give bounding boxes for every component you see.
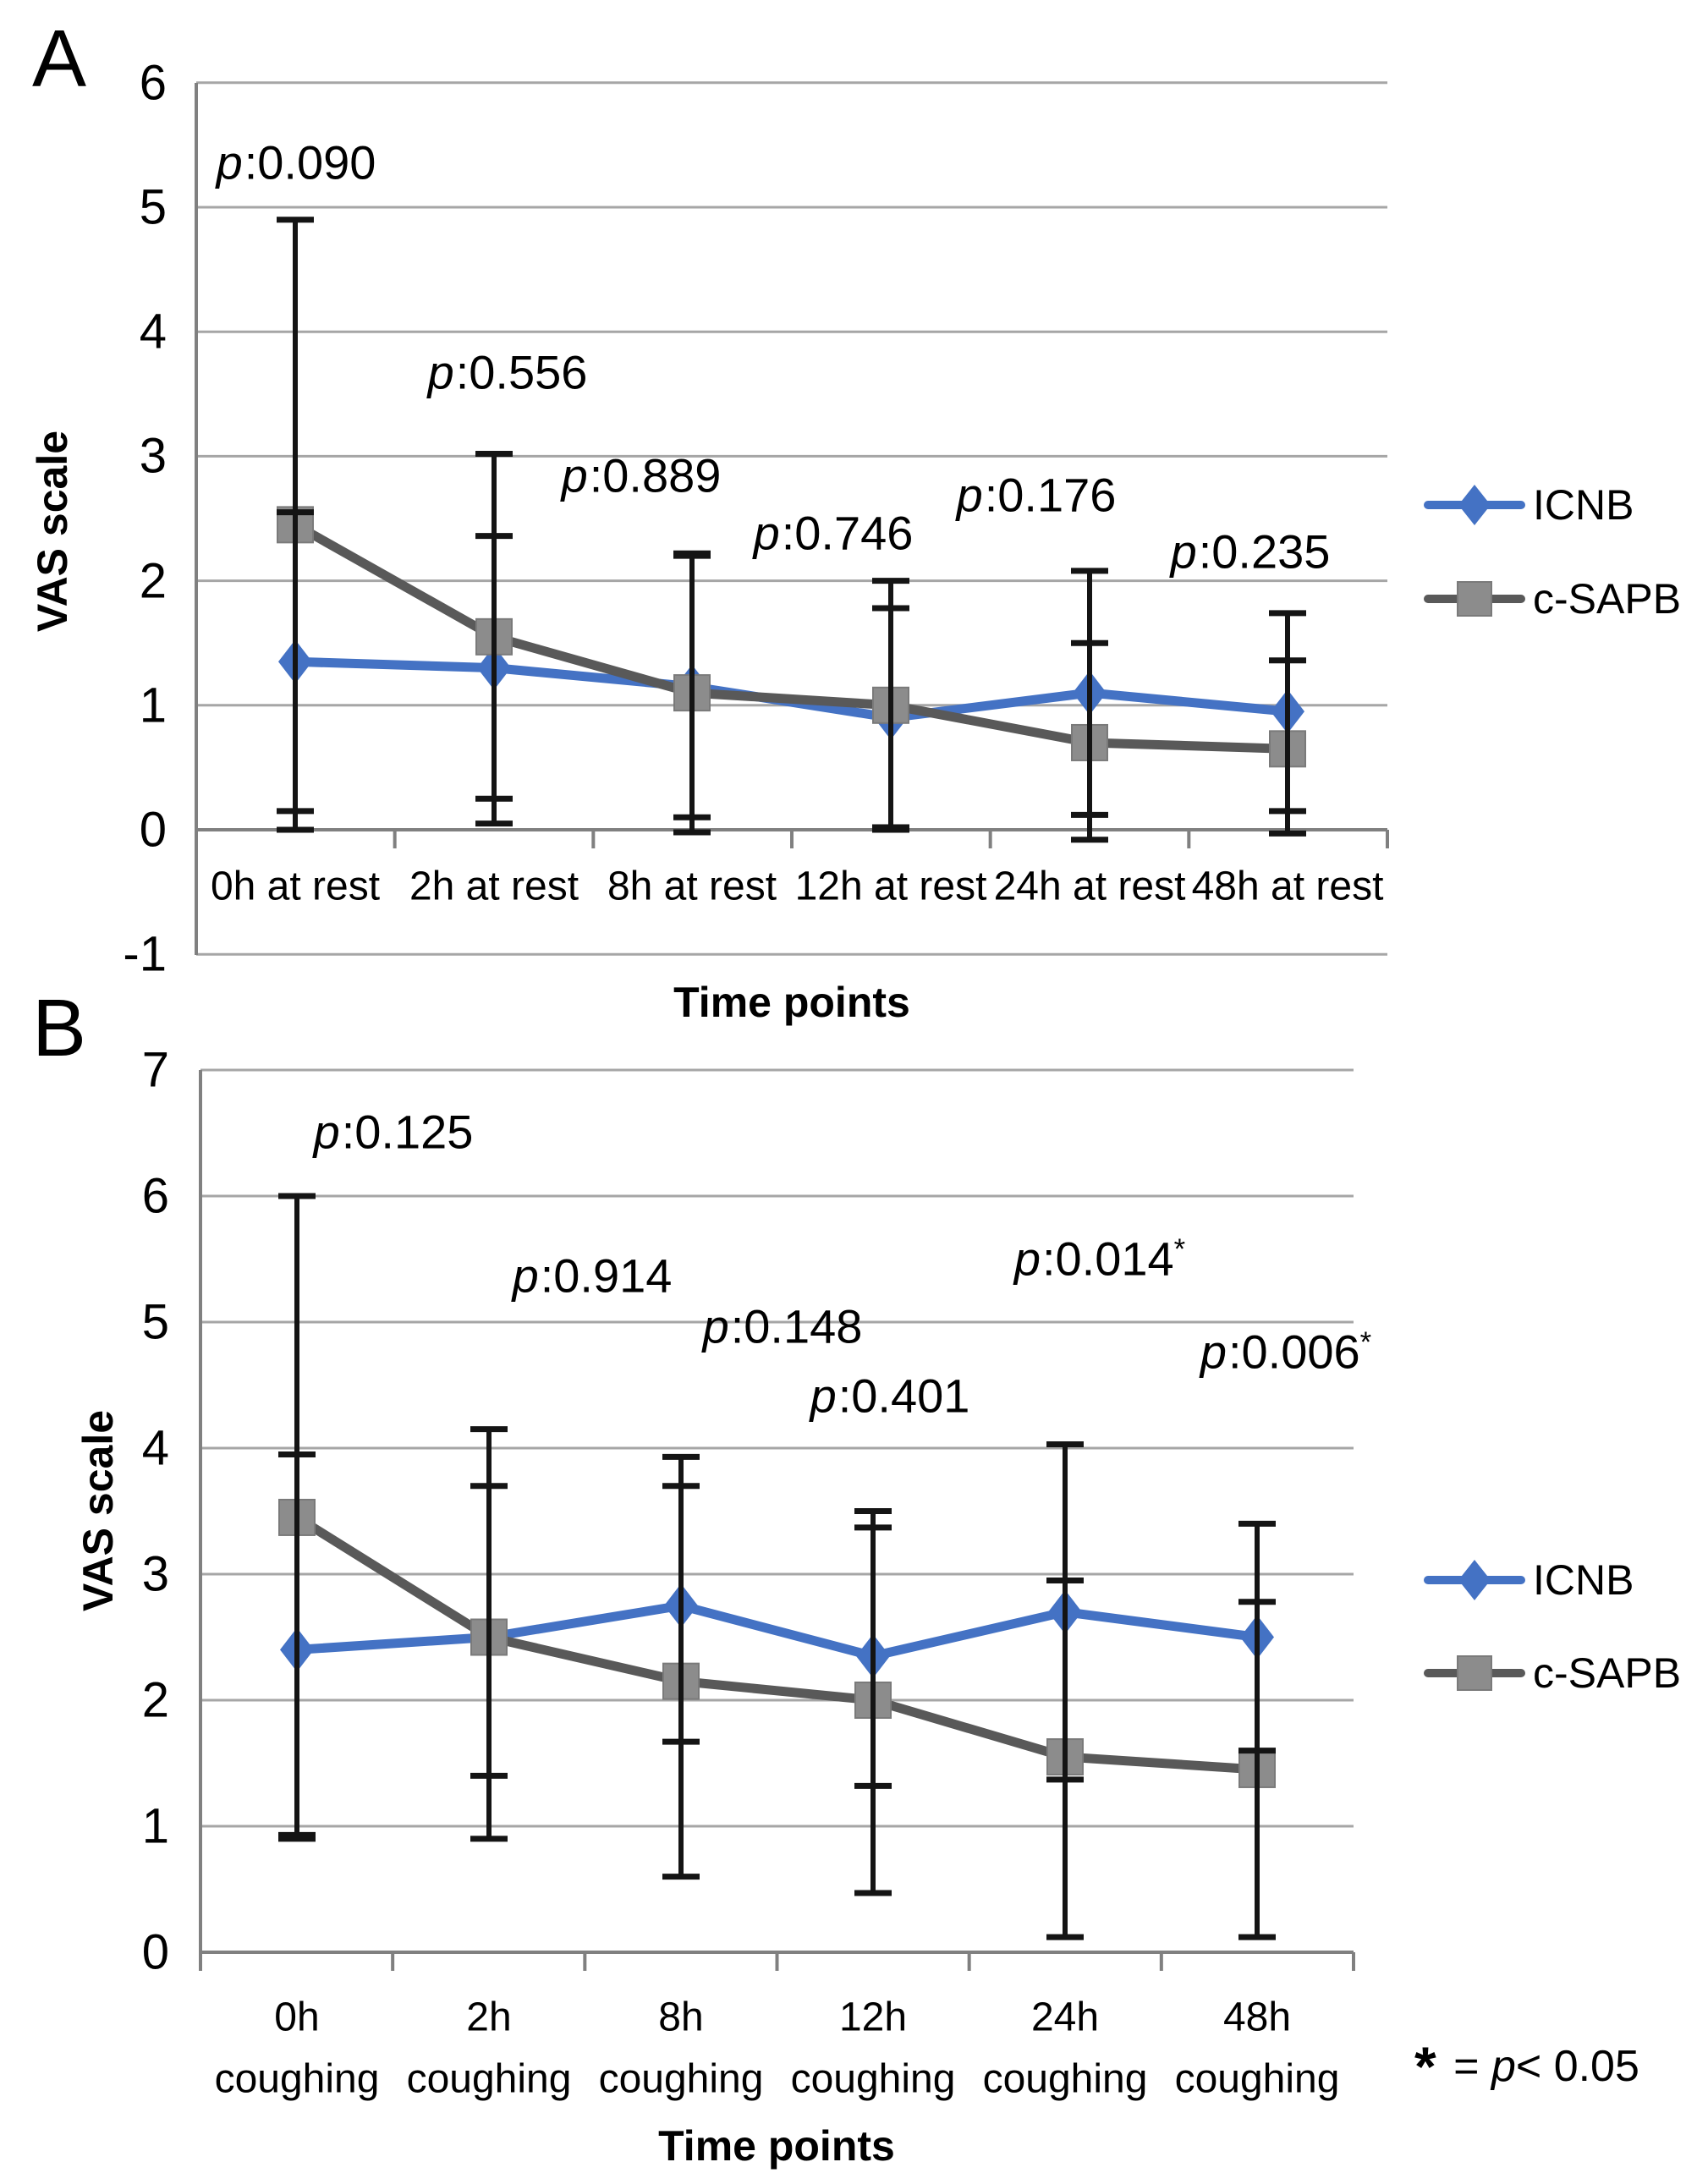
panel-b-ytick-label-7: 7 (141, 1042, 169, 1098)
significance-note-eq: = (1441, 2042, 1491, 2091)
p-italic: p (216, 135, 243, 189)
p-italic: p (702, 1299, 729, 1353)
panel-b-category-label-4-row1: coughing (982, 2056, 1148, 2102)
panel-a-p-value-annotation-0: p:0.090 (216, 135, 376, 189)
panel-a-ytick-label-0: 0 (139, 802, 167, 858)
panel-a-p-value-annotation-4: p:0.176 (956, 468, 1117, 522)
p-italic: p (512, 1248, 539, 1303)
panel-a-ytick-label-3: 3 (139, 428, 167, 484)
panel-b-ytick-label-2: 2 (141, 1672, 169, 1728)
panel-a-ytick-label--1: -1 (123, 926, 167, 982)
panel-b-ytick-label-4: 4 (141, 1420, 169, 1476)
panel-a-legend-label-csapb: c-SAPB (1533, 575, 1682, 623)
panel-a-category-label-1-row0: 2h at rest (409, 864, 579, 909)
panel-b-category-label-5-row1: coughing (1174, 2056, 1340, 2102)
p-italic: p (1013, 1232, 1041, 1286)
panel-a-category-label-2-row0: 8h at rest (607, 864, 777, 909)
p-italic: p (427, 345, 454, 399)
panel-a-ytick-label-4: 4 (139, 304, 167, 359)
panel-b-p-value-annotation-5: p:0.006* (1200, 1325, 1372, 1379)
panel-a-category-label-3-row0: 12h at rest (794, 864, 987, 909)
significance-note: * = p< 0.05 (1414, 2034, 1639, 2099)
p-italic: p (753, 506, 780, 560)
panel-a-legend-label-icnb: ICNB (1533, 481, 1634, 529)
panel-a-legend-square-icon (1457, 581, 1492, 617)
panel-b-category-label-4-row0: 24h (1030, 1995, 1100, 2040)
p-italic: p (313, 1105, 340, 1159)
panel-b-letter: B (32, 983, 87, 1073)
panel-b-category-label-3-row0: 12h (838, 1995, 908, 2040)
significance-note-star: * (1414, 2035, 1436, 2098)
panel-b-ytick-label-1: 1 (141, 1798, 169, 1854)
p-italic: p (1200, 1325, 1227, 1379)
panel-a-p-value-annotation-2: p:0.889 (561, 448, 722, 502)
panel-b-category-label-1-row1: coughing (406, 2056, 572, 2102)
panel-b-x-axis-title: Time points (658, 2122, 895, 2170)
panel-b-legend-diamond-icon (1458, 1560, 1491, 1600)
p-italic: p (1170, 524, 1197, 579)
panel-a-ytick-label-6: 6 (139, 55, 167, 111)
panel-b-category-label-1-row0: 2h (466, 1995, 512, 2040)
panel-a-ytick-label-5: 5 (139, 179, 167, 235)
panel-b-legend-square-icon (1457, 1655, 1492, 1691)
panel-a-series-line-c-sapb (290, 519, 1293, 754)
panel-a-category-label-0-row0: 0h at rest (210, 864, 381, 909)
panel-b-category-label-2-row0: 8h (658, 1995, 704, 2040)
panel-b-ytick-label-3: 3 (141, 1546, 169, 1602)
panel-a-letter: A (32, 14, 87, 104)
panel-a-ytick-label-1: 1 (139, 678, 167, 733)
panel-a-series-line-icnb (290, 656, 1293, 723)
panel-a-legend-diamond-icon (1458, 485, 1491, 525)
panel-b-category-label-2-row1: coughing (598, 2056, 764, 2102)
panel-b-p-value-annotation-4: p:0.014* (1013, 1232, 1186, 1286)
panel-b-legend-label-csapb: c-SAPB (1533, 1649, 1682, 1697)
panel-b-series-line-icnb (292, 1600, 1262, 1661)
panel-a-x-axis-title: Time points (673, 979, 910, 1026)
significance-note-p: p (1491, 2042, 1516, 2091)
panel-a-category-label-5-row0: 48h at rest (1191, 864, 1384, 909)
panel-b-ytick-label-6: 6 (141, 1168, 169, 1224)
p-italic: p (956, 468, 983, 522)
panel-b-category-label-0-row1: coughing (214, 2056, 380, 2102)
panel-b-category-label-0-row0: 0h (274, 1995, 320, 2040)
panel-b-legend-label-icnb: ICNB (1533, 1556, 1634, 1604)
panel-b-series-line-c-sapb (292, 1512, 1262, 1775)
panel-a-ytick-label-2: 2 (139, 553, 167, 609)
panel-a-p-value-annotation-5: p:0.235 (1170, 524, 1331, 579)
significance-note-threshold: < 0.05 (1515, 2042, 1639, 2091)
significance-asterisk: * (1359, 1325, 1372, 1358)
panel-b-ytick-label-5: 5 (141, 1294, 169, 1350)
panel-b-p-value-annotation-1: p:0.914 (512, 1248, 673, 1303)
panel-a-category-label-4-row0: 24h at rest (993, 864, 1186, 909)
p-italic: p (810, 1369, 837, 1423)
panel-b-ytick-label-0: 0 (141, 1924, 169, 1980)
panel-b-p-value-annotation-0: p:0.125 (313, 1105, 474, 1159)
panel-b-category-label-3-row1: coughing (790, 2056, 956, 2102)
panel-b-category-label-5-row0: 48h (1222, 1995, 1292, 2040)
panel-a-p-value-annotation-1: p:0.556 (427, 345, 588, 399)
panel-a-p-value-annotation-3: p:0.746 (753, 506, 914, 560)
p-italic: p (561, 448, 588, 502)
significance-asterisk: * (1173, 1232, 1186, 1265)
panel-b-p-value-annotation-3: p:0.401 (810, 1369, 970, 1423)
panel-b-p-value-annotation-2: p:0.148 (702, 1299, 863, 1353)
